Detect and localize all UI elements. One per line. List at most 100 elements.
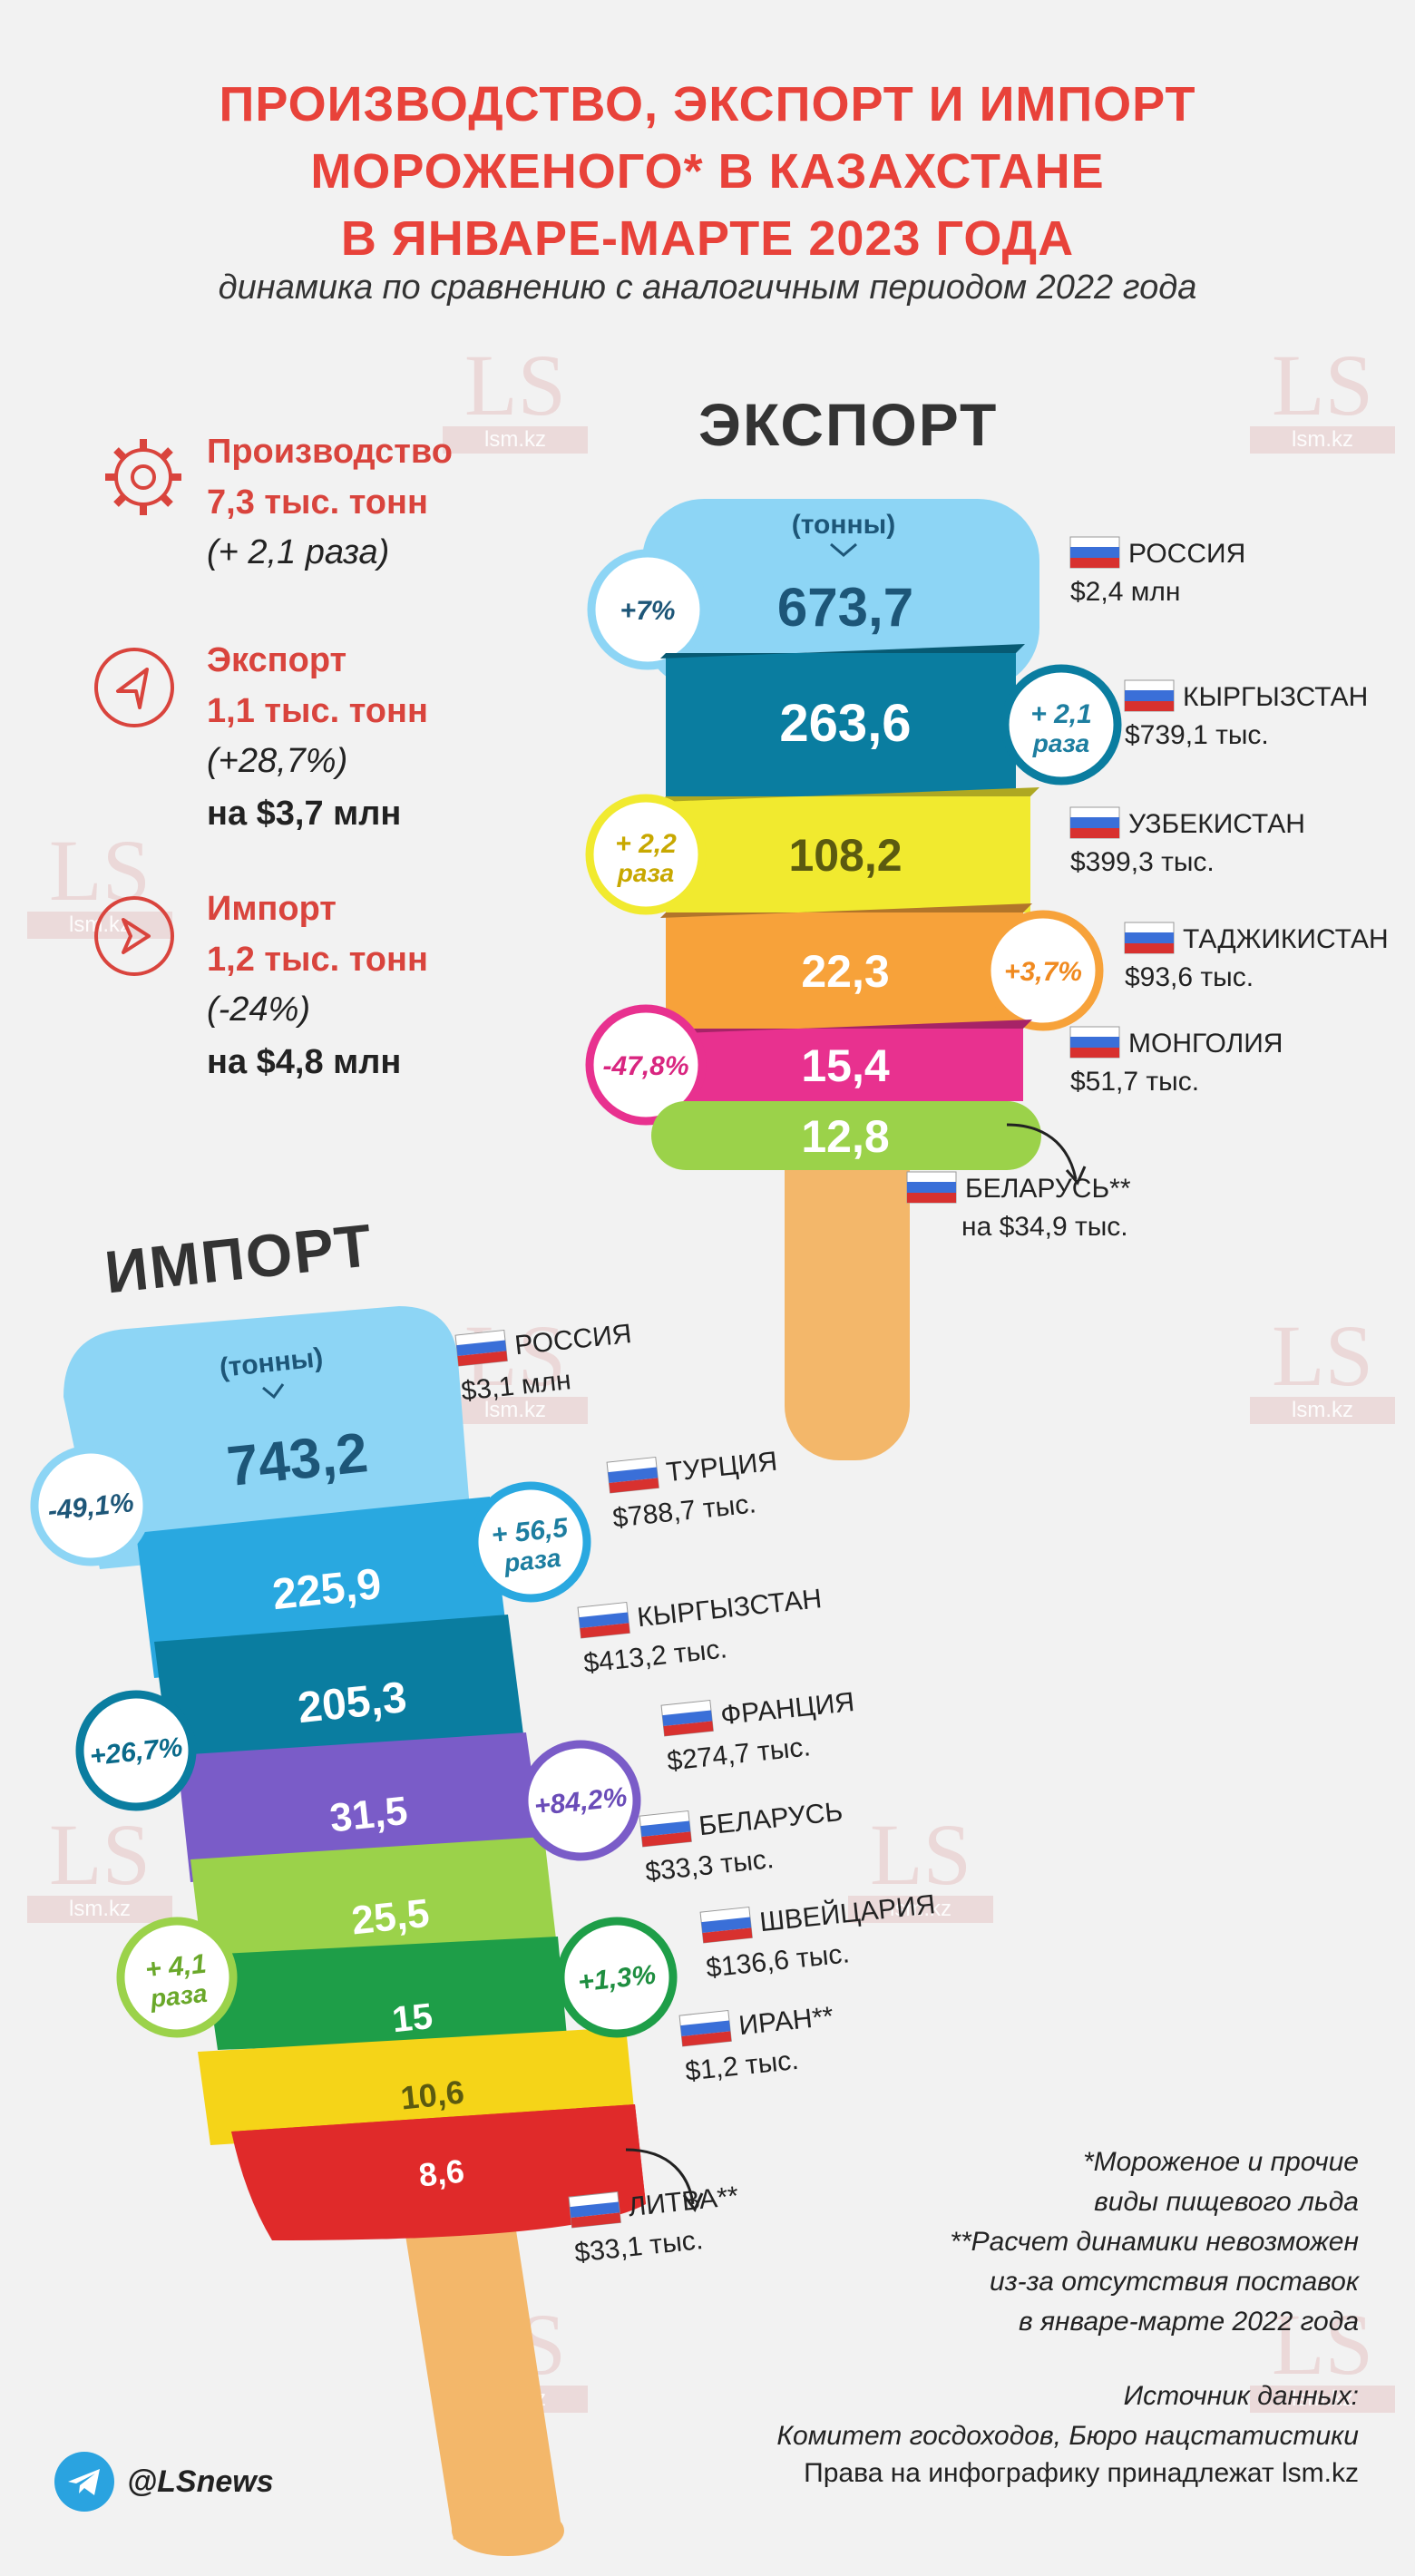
money-label: $51,7 тыс. [1070,1067,1199,1097]
money-label: $3,1 млн [460,1365,572,1407]
watermark-logo-text: LS [1271,337,1374,434]
watermark-site: lsm.kz [443,426,588,454]
export-bar [660,787,1039,912]
footnote-line: из-за отсутствия поставок [990,2267,1359,2297]
export-label: Экспорт [207,641,347,679]
flag-icon [678,2009,732,2047]
change-label: + 2,1 [1030,699,1092,729]
money-label: $399,3 тыс. [1070,847,1215,877]
country-label: БЕЛАРУСЬ** [965,1174,1131,1204]
value-label: 22,3 [801,946,889,997]
flag-icon [906,1171,957,1204]
pointer-arrow-head [682,2192,704,2212]
export-title: ЭКСПОРТ [698,391,999,458]
watermark-logo-text: LS [48,1806,151,1903]
flag-icon [660,1699,714,1737]
title-line-1: ПРОИЗВОДСТВО, ЭКСПОРТ И ИМПОРТ [219,77,1196,132]
import-country-entry: РОССИЯ$3,1 млн [454,1319,633,1407]
telegram-handle[interactable]: @LSnews [127,2464,274,2499]
value-label: 8,6 [417,2152,466,2194]
value-label: 25,5 [349,1891,431,1944]
import-money: на $4,8 млн [207,1043,402,1081]
value-label: 743,2 [224,1421,371,1498]
watermark-site: lsm.kz [1250,426,1395,454]
export-bar [651,1101,1041,1170]
export-change: (+28,7%) [207,742,348,780]
flag-icon [1069,536,1120,569]
change-label: -47,8% [602,1051,688,1081]
watermark-site: lsm.kz [27,1896,172,1923]
pointer-arrow [625,2148,695,2205]
value-label: 15,4 [801,1040,890,1091]
export-money: на $3,7 млн [207,795,402,833]
footnote-line: в январе-марте 2022 года [1019,2307,1359,2337]
change-label: + 2,2 [615,829,677,859]
value-label: 205,3 [296,1673,409,1732]
import-country-entry: ТУРЦИЯ$788,7 тыс. [606,1447,779,1534]
watermark-logo-text: LS [1271,2296,1374,2393]
country-label: ТУРЦИЯ [665,1447,779,1488]
source-line: Комитет госдоходов, Бюро нацстатистики [776,2421,1359,2451]
change-label-unit: раза [148,1979,208,2013]
production-volume: 7,3 тыс. тонн [207,483,428,522]
change-badge: -49,1% [30,1445,151,1566]
footnote-line: **Расчет динамики невозможен [950,2227,1359,2257]
title-line-3: В ЯНВАРЕ-МАРТЕ 2023 ГОДА [340,211,1075,266]
unit-label: (тонны) [792,510,895,540]
production-label: Производство [207,433,453,471]
import-country-entry: КЫРГЫЗСТАН$413,2 тыс. [577,1584,824,1679]
flag-icon [454,1329,508,1367]
change-label: +7% [620,596,676,626]
money-label: $788,7 тыс. [611,1488,757,1533]
flag-icon [606,1456,659,1494]
export-bar [660,644,1025,796]
money-label: $413,2 тыс. [582,1634,728,1678]
import-bar [231,2104,646,2240]
country-label: ИРАН** [737,2001,835,2041]
flag-icon [1069,1026,1120,1059]
production-change: (+ 2,1 раза) [207,533,390,571]
watermark-logo-text: LS [1271,1307,1374,1404]
value-label: 15 [390,1996,434,2040]
watermark-site: lsm.kz [1250,2386,1395,2413]
export-bar [642,499,1039,689]
export-volume: 1,1 тыс. тонн [207,692,428,730]
export-arrow-icon [94,648,174,727]
money-label: $93,6 тыс. [1125,962,1254,992]
import-bar [190,1837,558,1973]
value-label: 673,7 [777,577,913,638]
country-label: ШВЕЙЦАРИЯ [758,1888,937,1937]
gear-icon [105,439,181,515]
value-label: 31,5 [327,1789,409,1841]
import-country-entry: БЕЛАРУСЬ$33,3 тыс. [639,1797,844,1888]
flag-icon [639,1810,692,1848]
page-title: ПРОИЗВОДСТВО, ЭКСПОРТ И ИМПОРТ МОРОЖЕНОГ… [0,71,1415,272]
change-badge: +84,2% [520,1740,641,1861]
pointer-arrow-head [1065,1166,1087,1186]
change-badge: +26,7% [75,1690,197,1811]
value-label: 10,6 [399,2073,466,2117]
flag-icon [577,1601,630,1639]
value-label: 12,8 [801,1111,889,1162]
export-bar [660,903,1032,1029]
country-label: РОССИЯ [513,1319,633,1361]
watermark-site: lsm.kz [1250,1397,1395,1424]
watermark-site: lsm.kz [443,1397,588,1424]
flag-icon [1124,679,1175,712]
pointer-arrow [1006,1123,1078,1180]
telegram-icon[interactable] [54,2452,114,2512]
country-label: КЫРГЫЗСТАН [1183,682,1368,712]
change-label-unit: раза [502,1544,561,1577]
watermark-site: lsm.kz [848,1896,993,1923]
change-label: +3,7% [1004,957,1082,987]
import-label: Импорт [207,890,337,928]
source-note: Источник данных: Комитет госдоходов, Бюр… [776,2376,1359,2456]
import-country-entry: ИРАН**$1,2 тыс. [678,2001,835,2087]
